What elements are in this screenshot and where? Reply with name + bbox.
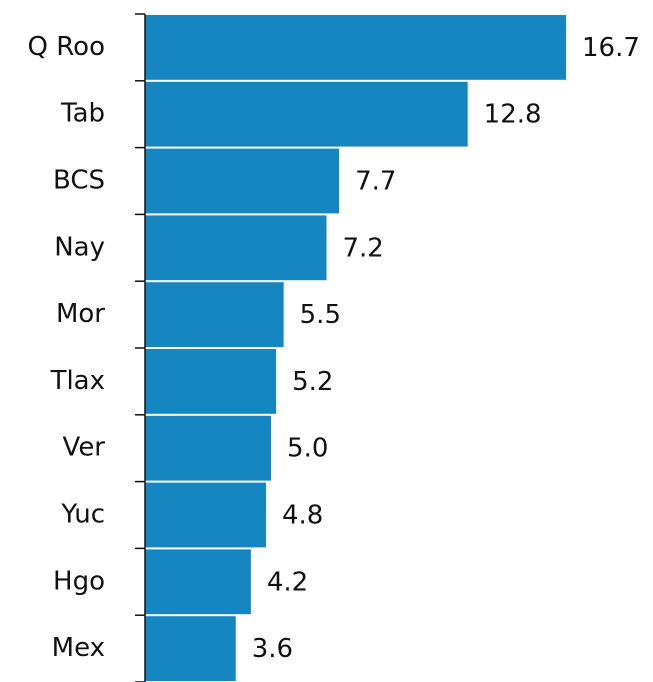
bar — [145, 81, 468, 147]
bar — [145, 282, 284, 347]
bar — [145, 482, 267, 548]
value-label: 7.2 — [343, 233, 384, 263]
category-label: Tab — [60, 99, 105, 129]
value-label: 16.7 — [582, 33, 640, 63]
bar — [145, 549, 251, 615]
value-label: 5.5 — [300, 300, 341, 330]
category-label: Nay — [54, 232, 105, 262]
bar — [145, 148, 340, 214]
value-label: 4.8 — [282, 501, 323, 531]
category-label: Q Roo — [28, 32, 105, 62]
bar — [145, 349, 277, 414]
bar — [145, 15, 566, 80]
value-label: 7.7 — [355, 167, 396, 197]
category-label: Ver — [63, 433, 106, 463]
category-label: Tlax — [50, 366, 105, 396]
bar — [145, 215, 327, 281]
value-label: 12.8 — [484, 100, 542, 130]
category-label: Yuc — [60, 500, 105, 530]
value-label: 3.6 — [252, 634, 293, 664]
value-label: 5.2 — [292, 367, 333, 397]
category-label: Mor — [56, 299, 105, 329]
category-label: BCS — [53, 166, 105, 196]
category-label: Hgo — [53, 566, 105, 596]
value-label: 4.2 — [267, 567, 308, 597]
bar — [145, 616, 236, 681]
category-label: Mex — [52, 633, 105, 663]
bar — [145, 415, 272, 481]
value-label: 5.0 — [287, 434, 328, 464]
